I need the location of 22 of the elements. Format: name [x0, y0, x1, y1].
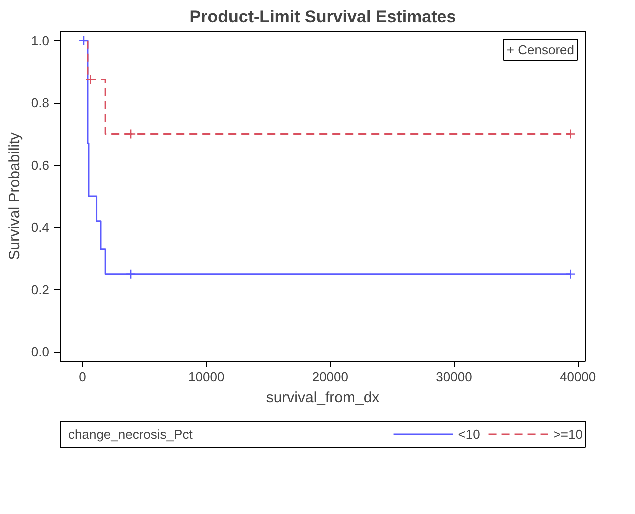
- y-tick-label: 1.0: [31, 33, 50, 48]
- point: [566, 129, 576, 140]
- x-tick-label: 10000: [188, 370, 225, 384]
- point: [566, 269, 576, 280]
- y-axis-title: Survival Probability: [6, 132, 24, 260]
- x-tick-label: 0: [79, 370, 86, 384]
- x-axis-title: survival_from_dx: [266, 390, 380, 406]
- legend-title: change_necrosis_Pct: [68, 427, 194, 442]
- x-tick-label: 20000: [312, 370, 349, 384]
- y-tick-label: 0.0: [31, 344, 50, 360]
- y-tick-label: 0.2: [31, 282, 50, 298]
- y-tick-label: 0.6: [31, 158, 50, 173]
- chart-title: Product-Limit Survival Estimates: [190, 8, 456, 26]
- legend-label: <10: [458, 426, 480, 442]
- annotation: + Censored: [506, 42, 575, 58]
- point: [126, 269, 136, 280]
- x-tick-label: 30000: [436, 370, 472, 384]
- point: [78, 36, 90, 46]
- legend-label: >=10: [553, 426, 583, 442]
- x-tick-label: 40000: [560, 370, 596, 384]
- y-tick-label: 0.8: [31, 96, 50, 111]
- y-tick-label: 0.4: [31, 220, 50, 236]
